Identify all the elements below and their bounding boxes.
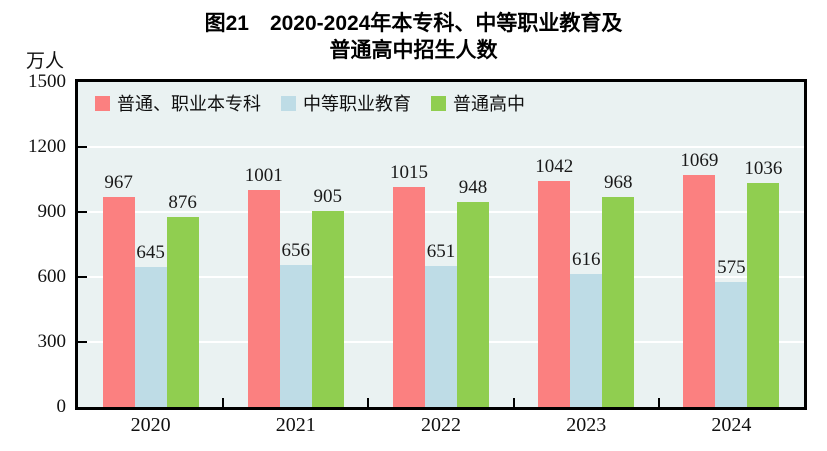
bar-2020-series-1 <box>134 267 167 407</box>
legend-label: 普通高中 <box>453 94 525 114</box>
legend-item-2: 普通高中 <box>431 90 525 116</box>
bar-value-label-2020-series-0: 967 <box>104 172 133 194</box>
x-tick-label-2021: 2021 <box>275 414 316 436</box>
bar-2022-series-2 <box>457 201 489 407</box>
bar-value-label-2022-series-1: 651 <box>426 240 456 262</box>
legend: 普通、职业本专科 中等职业教育 普通高中 <box>95 90 525 116</box>
bar-2021-series-2 <box>311 210 344 407</box>
y-tick-mark-900 <box>78 211 87 213</box>
bar-2020-series-0 <box>102 197 135 407</box>
bar-value-label-2023-series-1: 616 <box>571 248 601 270</box>
x-tick-label-2020: 2020 <box>130 414 171 436</box>
bar-2023-series-1 <box>570 273 603 407</box>
bar-value-label-2023-series-0: 1042 <box>535 156 574 178</box>
y-tick-label-600: 600 <box>37 266 67 287</box>
legend-label: 中等职业教育 <box>303 94 411 114</box>
bar-2023-series-0 <box>538 181 571 407</box>
bar-value-label-2020-series-1: 645 <box>136 242 165 264</box>
y-tick-label-1500: 1500 <box>28 71 66 92</box>
bar-value-label-2024-series-1: 575 <box>717 257 746 279</box>
bar-2021-series-1 <box>279 264 312 407</box>
x-tick-label-2024: 2024 <box>711 414 752 436</box>
bar-2023-series-2 <box>602 197 635 407</box>
bar-2022-series-1 <box>425 265 457 407</box>
bar-value-label-2024-series-0: 1069 <box>680 150 719 172</box>
bar-value-label-2023-series-2: 968 <box>603 172 633 194</box>
bar-value-label-2022-series-2: 948 <box>458 176 488 198</box>
gridline-y-1200 <box>78 146 804 148</box>
y-tick-label-300: 300 <box>37 331 67 352</box>
legend-label: 普通、职业本专科 <box>117 94 261 114</box>
bar-value-label-2024-series-2: 1036 <box>744 157 783 179</box>
bar-2024-series-1 <box>715 282 748 407</box>
chart-title-line-2: 普通高中招生人数 <box>329 39 498 62</box>
x-tick-mark-3 <box>512 398 515 407</box>
legend-swatch-icon <box>281 95 296 111</box>
x-tick-mark-1 <box>222 398 225 407</box>
legend-swatch-icon <box>95 95 110 111</box>
y-tick-mark-1200 <box>78 146 87 148</box>
bar-2020-series-2 <box>166 217 199 407</box>
x-tick-mark-4 <box>657 398 660 407</box>
x-tick-label-2023: 2023 <box>566 414 607 436</box>
legend-item-1: 中等职业教育 <box>281 90 411 116</box>
bar-2022-series-0 <box>393 187 425 407</box>
x-tick-label-2022: 2022 <box>421 414 461 436</box>
legend-item-0: 普通、职业本专科 <box>95 90 261 116</box>
y-tick-label-1200: 1200 <box>28 136 66 157</box>
y-tick-mark-600 <box>78 276 87 278</box>
gridline-y-900 <box>78 211 804 213</box>
chart-title-line-1: 图21 2020-2024年本专科、中等职业教育及 <box>204 12 623 35</box>
bar-2024-series-0 <box>683 175 716 407</box>
bar-2024-series-2 <box>747 182 780 407</box>
plot-area: 普通、职业本专科 中等职业教育 普通高中 967 645 876 1001 656 905 10… <box>75 79 807 410</box>
bar-value-label-2021-series-2: 905 <box>313 185 343 207</box>
bar-2021-series-0 <box>247 190 280 407</box>
x-tick-mark-2 <box>367 398 370 407</box>
legend-swatch-icon <box>431 95 446 111</box>
y-axis-unit-label: 万人 <box>25 51 64 72</box>
y-tick-label-900: 900 <box>37 201 67 222</box>
y-tick-label-0: 0 <box>56 396 67 417</box>
y-tick-mark-300 <box>78 341 87 343</box>
bar-value-label-2020-series-2: 876 <box>168 192 197 214</box>
bar-value-label-2022-series-0: 1015 <box>390 162 428 184</box>
bar-value-label-2021-series-1: 656 <box>281 239 311 261</box>
bar-value-label-2021-series-0: 1001 <box>244 165 283 187</box>
